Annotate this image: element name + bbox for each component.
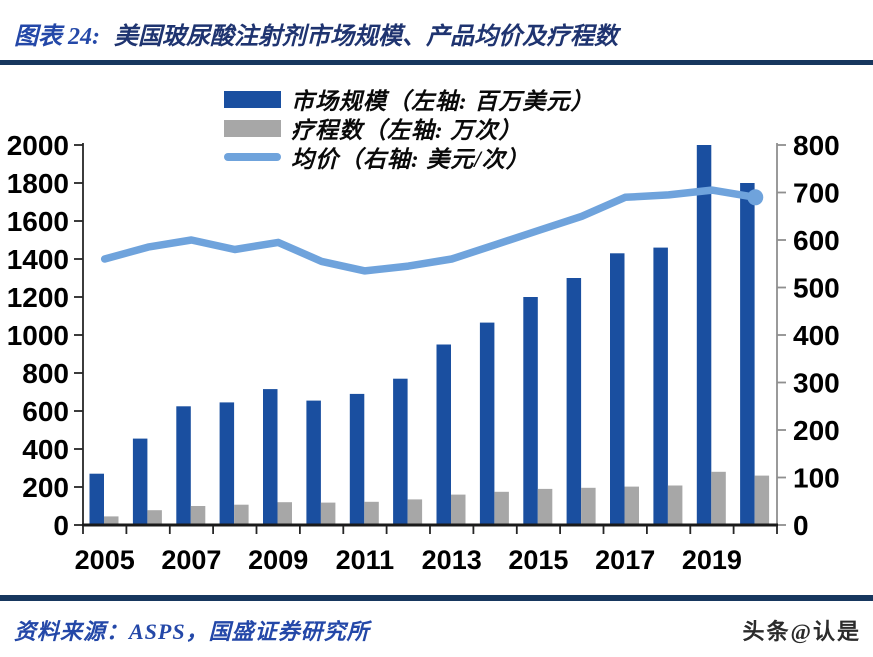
chart-header: 图表 24: 美国玻尿酸注射剂市场规模、产品均价及疗程数 xyxy=(0,0,873,52)
x-axis-tick-label: 2013 xyxy=(422,545,482,575)
right-axis-tick-label: 400 xyxy=(793,320,840,351)
treatments-bar xyxy=(667,485,683,525)
legend-label-market: 市场规模（左轴: 百万美元） xyxy=(291,89,595,114)
treatments-bar xyxy=(147,510,162,525)
figure-number-label: 图表 24: xyxy=(14,24,100,50)
x-axis-tick-label: 2011 xyxy=(336,545,395,575)
x-axis-tick-label: 2009 xyxy=(248,545,308,575)
left-axis-tick-label: 400 xyxy=(22,434,69,465)
left-axis-tick-label: 2000 xyxy=(7,130,69,161)
market-bar xyxy=(696,145,712,525)
price-line-end-marker xyxy=(747,189,764,206)
treatments-series-swatch xyxy=(224,119,281,137)
treatments-bar xyxy=(104,516,119,525)
market-bar xyxy=(653,247,668,525)
treatments-bar xyxy=(711,471,726,525)
right-axis-tick-label: 200 xyxy=(793,415,840,446)
left-axis-tick-label: 1400 xyxy=(7,244,69,275)
market-bar xyxy=(523,297,538,525)
legend-label-treatments: 疗程数（左轴: 万次） xyxy=(291,118,523,143)
page-title: 美国玻尿酸注射剂市场规模、产品均价及疗程数 xyxy=(114,24,618,50)
x-axis-tick-label: 2015 xyxy=(508,545,568,575)
market-bar xyxy=(306,400,321,525)
treatments-bar xyxy=(364,501,379,525)
market-bar xyxy=(176,406,191,526)
x-axis-tick-label: 2019 xyxy=(682,545,742,575)
chart-legend: 市场规模（左轴: 百万美元） 疗程数（左轴: 万次） 均价（右轴: 美元/次） xyxy=(224,85,595,172)
treatments-bar xyxy=(624,486,639,525)
watermark-text: 头条@认是 xyxy=(742,619,861,644)
footer-divider-rule xyxy=(0,595,873,601)
left-axis-tick-label: 1000 xyxy=(7,320,69,351)
price-line xyxy=(100,186,760,275)
treatments-bar xyxy=(581,487,596,525)
left-axis-tick-label: 0 xyxy=(53,510,69,541)
chart-area: 0 200 400 600 800 1000 1200 1400 1600 1800 2000 0 10… xyxy=(0,65,873,585)
legend-item-price: 均价（右轴: 美元/次） xyxy=(224,143,594,172)
treatments-bar xyxy=(537,488,553,525)
right-axis-tick-label: 500 xyxy=(793,273,840,304)
treatments-bar xyxy=(320,502,336,525)
left-axis-tick-label: 800 xyxy=(22,358,69,389)
right-axis-tick-label: 800 xyxy=(793,130,840,161)
market-bar xyxy=(566,278,582,525)
market-bar xyxy=(349,393,365,525)
right-axis-tick-label: 600 xyxy=(793,225,840,256)
market-bar xyxy=(436,344,451,525)
treatments-bar xyxy=(234,504,249,525)
treatments-bar xyxy=(277,502,292,525)
treatments-bar xyxy=(407,499,423,525)
market-bar xyxy=(740,183,755,525)
chart-footer: 资料来源：ASPS，国盛证券研究所 头条@认是 xyxy=(0,601,873,646)
right-axis-tick-label: 300 xyxy=(793,368,840,399)
chart-canvas: 0 200 400 600 800 1000 1200 1400 1600 1800 2000 0 10… xyxy=(7,130,840,575)
treatments-bar xyxy=(754,475,770,525)
x-axis-tick-label: 2017 xyxy=(595,545,655,575)
title-divider-rule xyxy=(0,60,873,65)
treatments-bar xyxy=(494,491,509,526)
left-axis-tick-label: 200 xyxy=(22,472,69,503)
left-axis-tick-label: 1600 xyxy=(7,206,69,237)
market-bar xyxy=(393,378,408,525)
right-axis-tick-label: 100 xyxy=(793,463,840,494)
right-axis-tick-label: 0 xyxy=(793,510,809,541)
price-series-swatch xyxy=(224,153,281,161)
market-bar xyxy=(89,473,104,525)
left-axis-tick-label: 600 xyxy=(22,396,69,427)
legend-label-price: 均价（右轴: 美元/次） xyxy=(291,147,530,172)
market-bar xyxy=(263,389,278,525)
x-axis-tick-label: 2007 xyxy=(161,545,221,575)
treatments-bar xyxy=(451,494,466,525)
data-source-text: 资料来源：ASPS，国盛证券研究所 xyxy=(14,619,370,644)
treatments-bar xyxy=(190,506,206,525)
left-axis-tick-label: 1200 xyxy=(7,282,69,313)
market-bar xyxy=(610,253,625,526)
market-bar xyxy=(479,322,495,525)
left-axis-tick-label: 1800 xyxy=(7,168,69,199)
market-bar xyxy=(219,402,235,525)
x-axis-tick-label: 2005 xyxy=(75,545,135,575)
market-bar xyxy=(132,438,148,525)
legend-item-treatments: 疗程数（左轴: 万次） xyxy=(224,114,594,143)
right-axis-tick-label: 700 xyxy=(793,178,840,209)
legend-item-market: 市场规模（左轴: 百万美元） xyxy=(224,85,595,114)
market-series-swatch xyxy=(224,90,281,108)
